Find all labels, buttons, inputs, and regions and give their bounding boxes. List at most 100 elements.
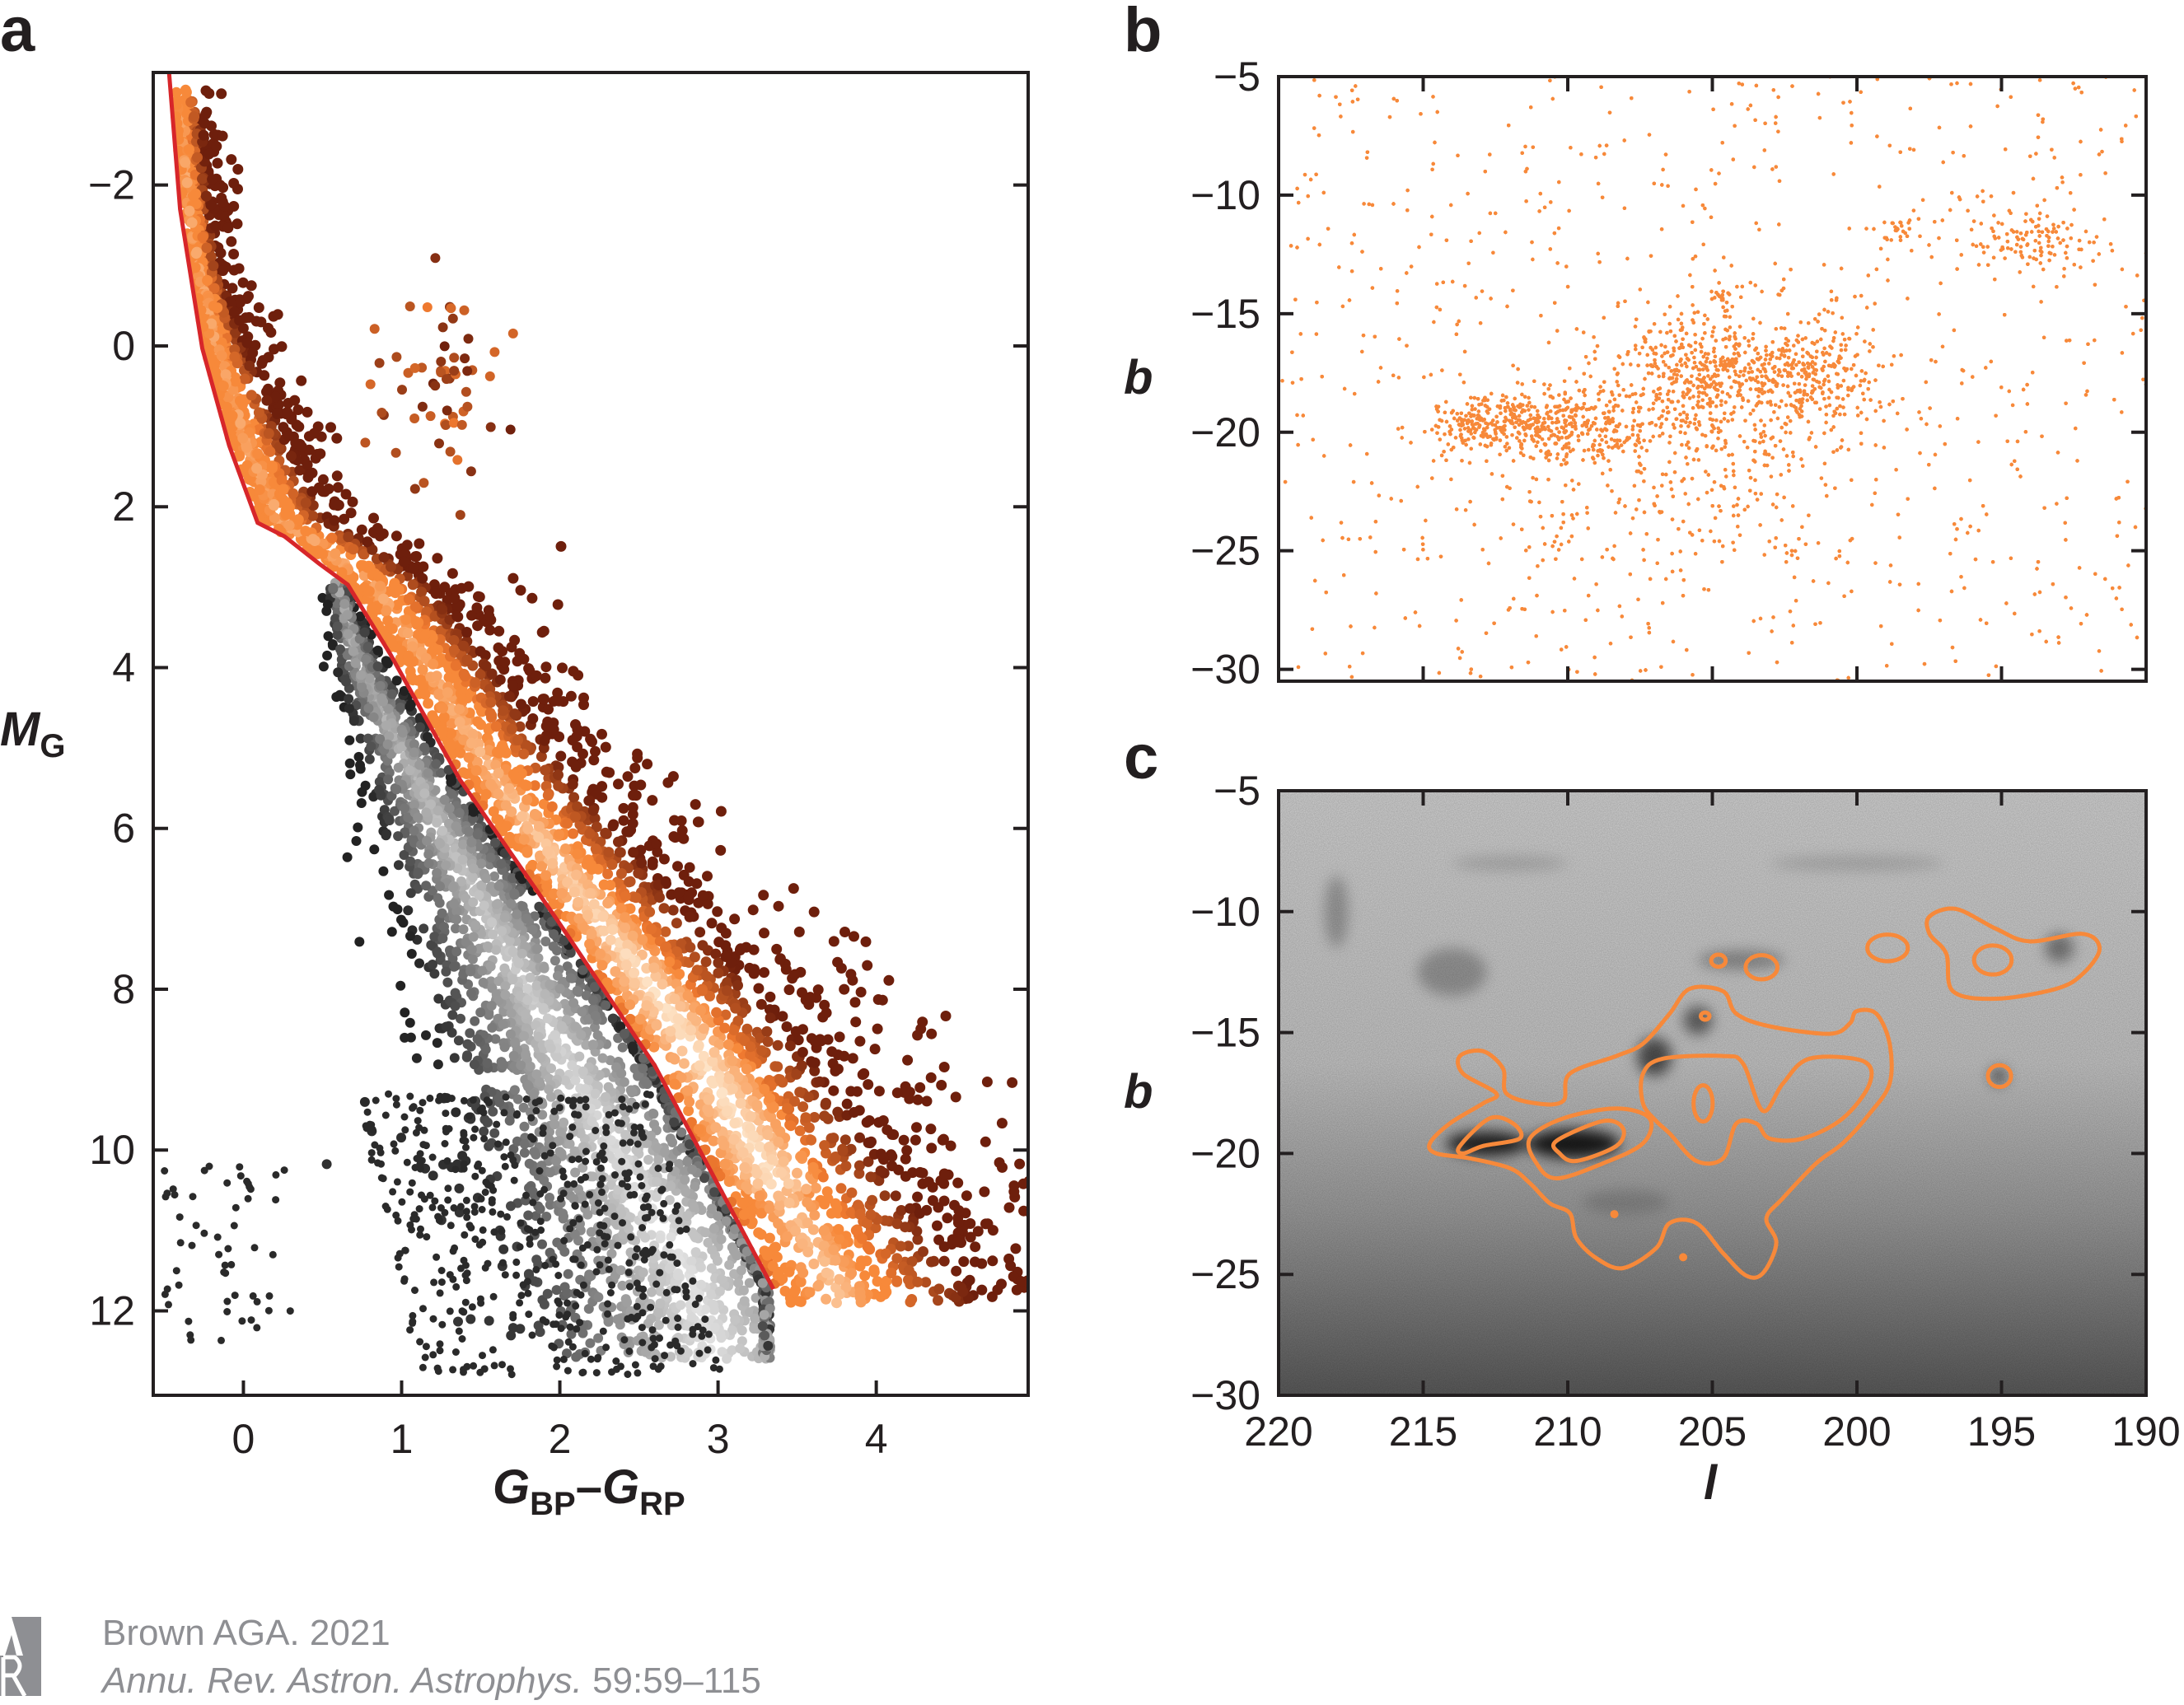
cmd-point-main-sequence	[486, 1137, 497, 1148]
cmd-point-field	[593, 1245, 601, 1254]
cmd-point-field	[529, 1198, 537, 1207]
cmd-point-field	[513, 1109, 521, 1118]
cmd-point-main-sequence	[386, 927, 397, 937]
cmd-point-main-sequence	[554, 983, 565, 994]
cmd-point-main-sequence	[736, 1265, 746, 1276]
cmd-point-young	[642, 759, 653, 770]
cmd-point-main-sequence	[535, 1052, 546, 1063]
cmd-point-main-sequence	[706, 1289, 717, 1300]
cmd-point-main-sequence	[674, 1159, 685, 1169]
cmd-point-main-sequence	[395, 703, 406, 712]
cmd-point-main-sequence	[456, 876, 466, 886]
cmd-point-main-sequence	[332, 629, 343, 640]
cmd-point-white-dwarf	[200, 1166, 208, 1175]
cmd-point-young	[921, 1095, 933, 1107]
cmd-point-main-sequence	[359, 627, 370, 638]
cmd-point-field	[541, 1261, 550, 1269]
cmd-point-main-sequence	[686, 1256, 697, 1267]
cmd-point-field	[634, 1160, 643, 1168]
cmd-point-main-sequence	[643, 1318, 653, 1329]
cmd-point-young	[237, 277, 249, 288]
cmd-point-main-sequence	[405, 1017, 415, 1028]
cmd-point-main-sequence	[664, 1264, 675, 1274]
cmd-point-main-sequence	[508, 1050, 519, 1061]
cmd-point-young	[865, 1171, 877, 1183]
cmd-point-field	[509, 1310, 517, 1319]
cmd-point-field	[377, 1174, 386, 1182]
cmd-point-main-sequence	[433, 993, 444, 1004]
cmd-point-field	[638, 1182, 646, 1189]
cmd-point-young	[951, 1265, 962, 1277]
cmd-point-main-sequence	[437, 825, 447, 836]
cmd-point-main-sequence	[570, 1075, 581, 1086]
cmd-point-field	[479, 1226, 487, 1234]
cmd-point-white-dwarf	[286, 1307, 294, 1315]
cmd-point-main-sequence	[556, 1021, 567, 1031]
cmd-point-main-sequence	[682, 1211, 693, 1222]
cmd-point-field	[620, 1336, 629, 1344]
cmd-point-white-dwarf	[172, 1267, 180, 1275]
cmd-point-white-dwarf	[238, 1317, 246, 1325]
cmd-point-field	[581, 1200, 589, 1208]
cmd-point-main-sequence	[472, 829, 483, 840]
cmd-point-young	[849, 997, 861, 1008]
cmd-point-young	[713, 937, 725, 948]
cmd-point-main-sequence	[436, 768, 446, 778]
cmd-point-main-sequence	[730, 1315, 741, 1325]
cmd-point-main-sequence	[520, 1009, 531, 1020]
cmd-point-main-sequence	[381, 829, 392, 839]
cmd-point-field	[554, 1272, 563, 1279]
cmd-point-main-sequence	[542, 1288, 553, 1299]
cmd-point-young	[602, 868, 614, 880]
cmd-point-main-sequence	[372, 661, 383, 671]
cmd-point-field	[625, 1348, 634, 1355]
cmd-point-white-dwarf	[247, 1316, 255, 1324]
cmd-point-main-sequence	[364, 754, 375, 764]
cmd-point-white-dwarf	[223, 1297, 231, 1306]
cmd-point-main-sequence	[583, 1075, 594, 1086]
cmd-point-main-sequence	[327, 640, 338, 651]
cmd-point-main-sequence	[685, 1264, 696, 1275]
cmd-point-main-sequence	[479, 900, 489, 911]
cmd-point-main-sequence	[744, 1278, 755, 1288]
cmd-point-main-sequence	[615, 1265, 626, 1276]
cmd-point-main-sequence	[449, 1053, 460, 1063]
cmd-point-field	[447, 1095, 456, 1102]
cmd-point-main-sequence	[546, 1063, 556, 1073]
cmd-point-white-dwarf	[161, 1193, 170, 1201]
cmd-point-field	[469, 1096, 477, 1104]
cmd-point-field	[494, 1140, 502, 1148]
cmd-point-main-sequence	[506, 1330, 517, 1341]
cmd-point-white-dwarf	[253, 1324, 261, 1332]
cmd-point-main-sequence	[545, 1199, 555, 1210]
cmd-point-field	[381, 1111, 390, 1119]
cmd-point-main-sequence	[648, 1109, 659, 1119]
cmd-points	[161, 84, 1028, 1379]
cmd-point-field	[634, 1140, 642, 1148]
cmd-point-main-sequence	[690, 1247, 701, 1258]
cmd-point-field	[674, 1315, 682, 1322]
cmd-point-young	[259, 370, 270, 381]
cmd-point-main-sequence	[537, 1239, 547, 1250]
cmd-point-main-sequence	[359, 1096, 370, 1107]
cmd-point-field	[443, 1157, 451, 1165]
cmd-point-field	[564, 1299, 571, 1307]
cmd-point-field	[592, 1127, 600, 1134]
cmd-point-field	[489, 1346, 497, 1354]
cmd-point-main-sequence	[666, 1232, 676, 1242]
cmd-point-main-sequence	[606, 1179, 616, 1190]
cmd-point-white-dwarf	[221, 1261, 229, 1269]
cmd-point-field	[434, 1212, 442, 1221]
cmd-point-main-sequence	[423, 849, 434, 860]
cmd-point-main-sequence	[545, 1167, 555, 1178]
cmd-point-field	[715, 1365, 723, 1373]
cmd-point-main-sequence	[447, 776, 457, 787]
cmd-point-field	[488, 1196, 496, 1204]
cmd-point-field	[531, 1099, 540, 1107]
cmd-point-field	[437, 1278, 446, 1287]
cmd-point-main-sequence	[444, 803, 455, 814]
cmd-point-main-sequence	[581, 1039, 592, 1050]
cmd-point-young	[1010, 1243, 1022, 1254]
cmd-point-field	[376, 1144, 384, 1152]
cmd-point-main-sequence	[489, 871, 500, 881]
